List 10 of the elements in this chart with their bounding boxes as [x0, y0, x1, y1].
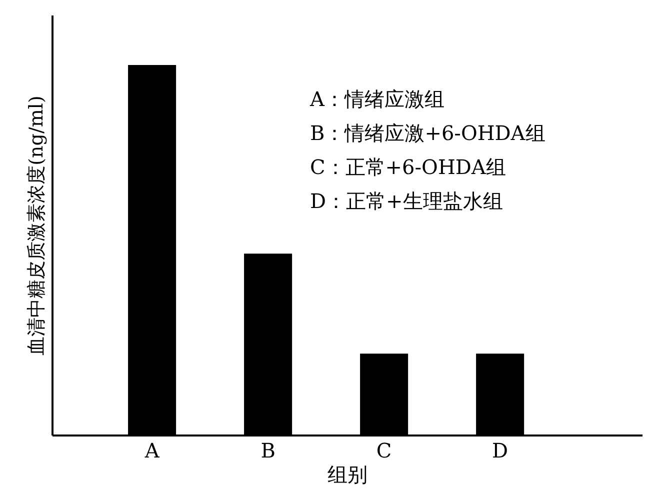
x-tick-label: D — [492, 438, 508, 462]
annotation: C：正常+6-OHDA组 — [310, 155, 506, 179]
annotation: A：情绪应激组 — [309, 87, 444, 111]
x-tick-label: A — [144, 438, 160, 462]
annotation: D：正常+生理盐水组 — [310, 189, 503, 213]
x-tick-label: B — [260, 438, 276, 462]
x-tick-label: C — [376, 438, 392, 462]
x-axis-title: 组别 — [328, 462, 368, 486]
y-axis-title: 血清中糖皮质激素浓度(ng/ml) — [26, 96, 48, 356]
annotation: B：情绪应激+6-OHDA组 — [310, 121, 546, 145]
